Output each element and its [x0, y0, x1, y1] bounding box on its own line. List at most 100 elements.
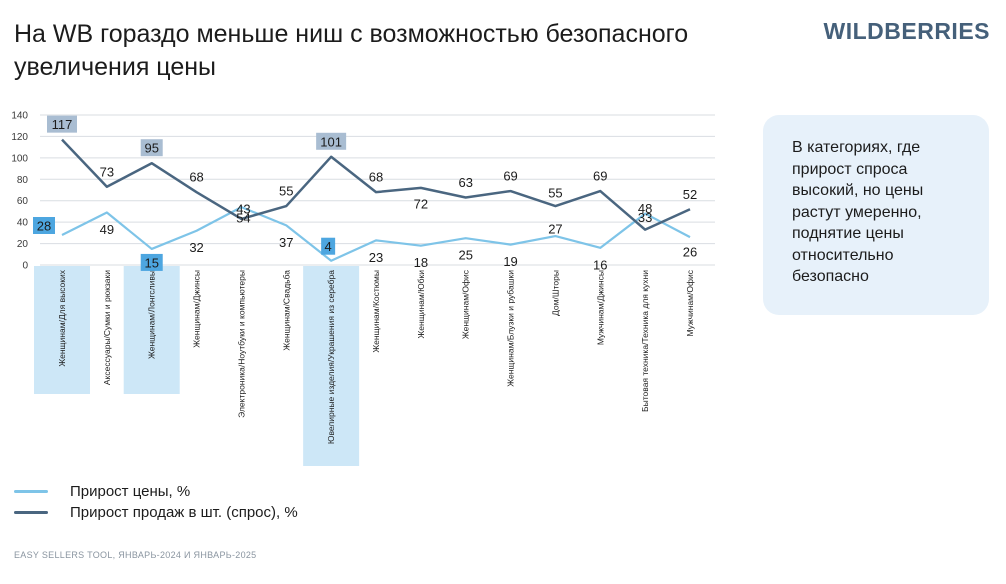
y-tick-label: 120 — [11, 132, 28, 143]
data-label-text: 32 — [189, 240, 203, 255]
data-label-bg — [140, 253, 163, 271]
data-label-text: 25 — [458, 248, 472, 263]
x-tick-label: Мужчинам/Джинсы — [595, 270, 605, 345]
data-label-bg — [140, 139, 163, 157]
y-tick-label: 140 — [11, 111, 28, 122]
data-label-demand: 117 — [47, 115, 77, 133]
y-tick-label: 60 — [17, 196, 29, 207]
page-title: На WB гораздо меньше ниш с возможностью … — [14, 20, 689, 81]
data-label-text: 43 — [236, 201, 250, 216]
data-label-demand: 33 — [638, 210, 652, 225]
brand-logo: WILDBERRIES — [823, 18, 990, 44]
x-tick-label: Женщинам/Лонгсливы — [147, 270, 157, 359]
data-label-price: 15 — [140, 253, 163, 271]
data-label-text: 95 — [144, 141, 158, 156]
x-tick-label: Женщинам/Для высоких — [57, 269, 67, 366]
legend-swatch-demand — [14, 510, 48, 514]
y-tick-label: 20 — [17, 239, 29, 250]
data-label-price: 49 — [100, 222, 114, 237]
line-chart: 0 20 40 60 80 100 120 140 Женщинам/Для высоких Ак… — [11, 111, 715, 466]
data-label-demand: 52 — [683, 187, 697, 202]
data-label-text: 55 — [279, 184, 293, 199]
y-tick-label: 0 — [22, 261, 28, 272]
x-tick-label: Женщинам/Блузки и рубашки — [506, 270, 516, 387]
data-label-price: 37 — [279, 235, 293, 250]
highlight-column — [34, 266, 90, 394]
data-label-text: 69 — [503, 169, 517, 184]
data-label-price: 25 — [458, 248, 472, 263]
x-tick-label: Дом/Шторы — [550, 270, 560, 316]
x-tick-label: Женщинам/Офис — [461, 269, 471, 339]
data-label-text: 54 — [236, 211, 250, 226]
data-label-text: 27 — [548, 222, 562, 237]
data-label-demand: 69 — [593, 169, 607, 184]
y-tick-label: 100 — [11, 153, 28, 164]
data-label-text: 48 — [638, 201, 652, 216]
legend-label-demand: Прирост продаж в шт. (спрос), % — [70, 503, 298, 521]
data-label-demand: 43 — [236, 201, 250, 216]
data-label-text: 101 — [320, 134, 342, 149]
data-label-price: 32 — [189, 240, 203, 255]
data-label-price: 16 — [593, 257, 607, 272]
callout-text: В категориях, где прирост спроса высокий… — [792, 139, 924, 285]
x-tick-label: Женщинам/Юбки — [416, 270, 426, 339]
x-tick-label: Ювелирные изделия/Украшения из серебра — [326, 270, 336, 444]
data-label-price: 26 — [683, 245, 697, 260]
data-label-demand: 68 — [369, 170, 383, 185]
data-label-bg — [316, 132, 347, 150]
data-label-price: 4 — [321, 237, 336, 255]
data-label-text: 69 — [593, 169, 607, 184]
series-line-price — [61, 206, 691, 262]
data-label-text: 37 — [279, 235, 293, 250]
y-tick-label: 40 — [17, 218, 29, 229]
data-label-demand: 69 — [503, 169, 517, 184]
data-label-demand: 63 — [458, 175, 472, 190]
data-label-demand: 72 — [414, 196, 428, 211]
data-label-price: 28 — [33, 217, 55, 234]
data-label-text: 28 — [37, 219, 51, 234]
data-label-price: 18 — [414, 255, 428, 270]
data-label-price: 48 — [638, 201, 652, 216]
data-label-text: 52 — [683, 187, 697, 202]
data-label-price: 27 — [548, 222, 562, 237]
data-label-text: 16 — [593, 257, 607, 272]
data-label-bg — [33, 217, 55, 234]
data-label-text: 18 — [414, 255, 428, 270]
data-label-text: 15 — [144, 255, 158, 270]
data-label-text: 49 — [100, 222, 114, 237]
data-label-demand: 95 — [140, 139, 163, 157]
legend-item-demand: Прирост продаж в шт. (спрос), % — [14, 502, 298, 522]
x-tick-label: Аксессуары/Сумки и рюкзаки — [102, 270, 112, 385]
x-tick-label: Бытовая техника/Техника для кухни — [640, 270, 650, 412]
data-label-bg — [321, 237, 336, 255]
x-tick-label: Женщинам/Костюмы — [371, 270, 381, 353]
data-label-text: 33 — [638, 210, 652, 225]
chart-legend: Прирост цены, % Прирост продаж в шт. (сп… — [14, 481, 298, 523]
data-label-price: 54 — [236, 211, 250, 226]
x-tick-label: Мужчинам/Офис — [685, 269, 695, 336]
data-label-demand: 55 — [279, 184, 293, 199]
data-label-text: 117 — [52, 117, 73, 132]
data-label-text: 26 — [683, 245, 697, 260]
data-label-price: 23 — [369, 250, 383, 265]
data-label-text: 55 — [548, 186, 562, 201]
data-label-text: 19 — [503, 254, 517, 269]
data-label-demand: 101 — [316, 132, 347, 150]
highlight-column — [303, 266, 360, 466]
x-tick-label: Женщинам/Джинсы — [192, 270, 202, 348]
highlight-column — [123, 266, 180, 394]
series-line-demand — [61, 138, 691, 231]
data-label-text: 68 — [369, 170, 383, 185]
data-label-text: 4 — [325, 239, 332, 254]
source-note: EASY SELLERS TOOL, ЯНВАРЬ-2024 И ЯНВАРЬ-… — [14, 550, 257, 560]
data-label-bg — [47, 115, 77, 133]
data-label-text: 72 — [414, 196, 428, 211]
x-tick-label: Электроника/Ноутбуки и компьютеры — [236, 270, 246, 418]
data-label-text: 23 — [369, 250, 383, 265]
legend-swatch-price — [14, 489, 48, 493]
legend-item-price: Прирост цены, % — [14, 481, 298, 501]
data-label-demand: 55 — [548, 186, 562, 201]
y-tick-label: 80 — [17, 175, 29, 186]
data-label-text: 63 — [458, 175, 472, 190]
data-label-demand: 68 — [189, 170, 203, 185]
